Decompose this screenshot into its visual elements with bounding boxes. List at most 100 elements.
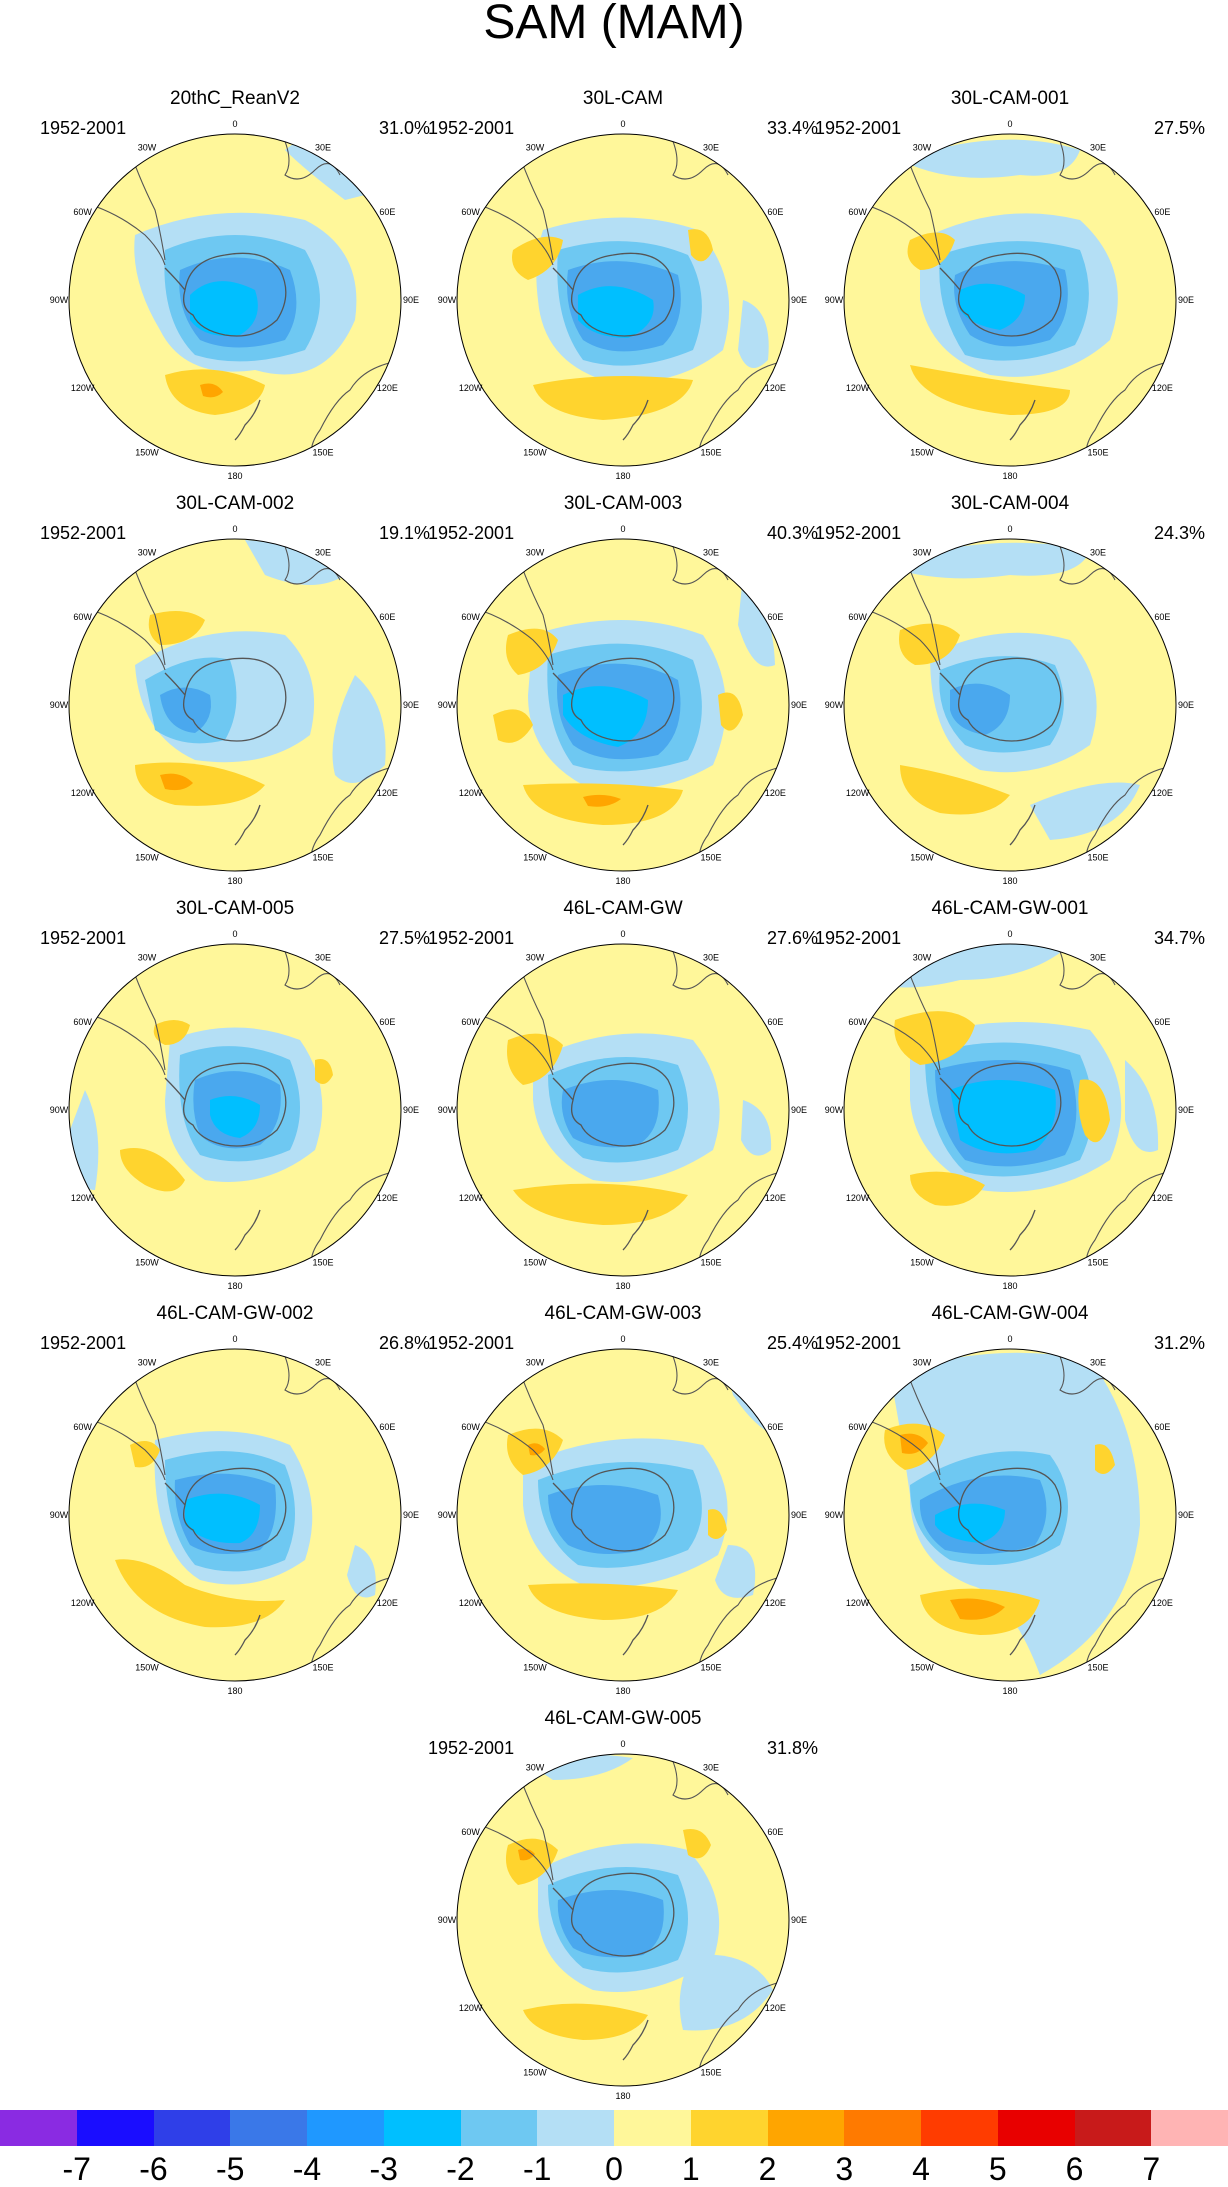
longitude-label: 30E: [703, 548, 719, 558]
longitude-label: 60W: [848, 1017, 867, 1027]
longitude-label: 180: [615, 1686, 630, 1696]
longitude-label: 30E: [315, 143, 331, 153]
map-boundary: [456, 943, 790, 1277]
longitude-label: 0: [1007, 524, 1012, 534]
negative-anomaly-contour: [860, 944, 1070, 988]
panel-percent: 33.4%: [766, 118, 818, 138]
longitude-label: 150W: [910, 852, 934, 862]
longitude-label: 120E: [377, 1193, 398, 1203]
panel-title: 46L-CAM-GW-004: [931, 1303, 1089, 1324]
longitude-label: 90W: [825, 700, 844, 710]
longitude-label: 30E: [703, 953, 719, 963]
longitude-label: 0: [232, 1334, 237, 1344]
panel-percent: 27.6%: [766, 928, 818, 948]
longitude-label: 60W: [848, 1422, 867, 1432]
longitude-label: 0: [620, 1334, 625, 1344]
negative-anomaly-contour: [741, 1100, 772, 1156]
new-zealand-coastline: [1009, 1614, 1036, 1656]
positive-anomaly-contour: [513, 1183, 688, 1225]
positive-anomaly-contour: [899, 623, 960, 665]
map-panel: 46L-CAM-GW-001 1952-2001 34.7% 0 30E 60E 90E 12…: [815, 898, 1205, 1298]
longitude-label: 120E: [1152, 383, 1173, 393]
colorbar-label: 7: [1142, 2151, 1161, 2187]
polar-map: 0 30E 60E 90E 120E 150E 180 150W 120W 90W 60W 30W: [438, 1739, 807, 2101]
panel-title: 46L-CAM-GW: [563, 898, 683, 919]
positive-anomaly-contour: [130, 1441, 160, 1468]
longitude-label: 150W: [523, 852, 547, 862]
longitude-label: 150E: [1087, 1662, 1108, 1672]
negative-anomaly-contour: [548, 1485, 661, 1554]
colorbar-label: 1: [681, 2151, 700, 2187]
negative-anomaly-contour: [679, 1954, 773, 2031]
polar-map: 0 30E 60E 90E 120E 150E 180 150W 120W 90W 60W 30W: [438, 1334, 807, 1696]
longitude-label: 60E: [1154, 1422, 1170, 1432]
map-panel: 30L-CAM-005 1952-2001 27.5% 0 30E 60E 90E 120E 1…: [40, 898, 430, 1298]
longitude-label: 30W: [913, 548, 932, 558]
longitude-label: 30E: [703, 1763, 719, 1773]
new-zealand-coastline: [1009, 399, 1036, 441]
longitude-label: 150E: [700, 2067, 721, 2077]
longitude-label: 180: [1002, 1686, 1017, 1696]
negative-anomaly-contour: [935, 1503, 1005, 1543]
longitude-label: 60E: [379, 1017, 395, 1027]
longitude-label: 30W: [138, 548, 157, 558]
positive-anomaly-contour: [718, 692, 743, 731]
africa-coastline: [279, 944, 341, 990]
longitude-label: 30E: [1090, 143, 1106, 153]
colorbar-label: -3: [369, 2151, 398, 2187]
panel-percent: 31.8%: [766, 1738, 818, 1758]
colorbar-label: -7: [62, 2151, 91, 2187]
antarctica-coastline: [552, 657, 675, 742]
longitude-label: 60W: [461, 1827, 480, 1837]
longitude-label: 120E: [765, 1193, 786, 1203]
panel-title: 30L-CAM: [582, 88, 664, 109]
longitude-label: 30W: [913, 953, 932, 963]
longitude-label: 60E: [767, 1827, 783, 1837]
longitude-label: 150E: [1087, 852, 1108, 862]
new-zealand-coastline: [622, 804, 649, 846]
africa-coastline: [1054, 944, 1116, 990]
panel-years: 1952-2001: [815, 1333, 902, 1353]
panel-years: 1952-2001: [428, 1738, 515, 1758]
longitude-label: 180: [615, 471, 630, 481]
longitude-label: 120E: [377, 1598, 398, 1608]
longitude-label: 90W: [50, 295, 69, 305]
longitude-label: 30W: [526, 953, 545, 963]
longitude-label: 30W: [526, 143, 545, 153]
longitude-label: 0: [1007, 929, 1012, 939]
longitude-label: 0: [620, 524, 625, 534]
positive-anomaly-contour: [115, 1559, 285, 1628]
longitude-label: 60W: [461, 207, 480, 217]
negative-anomaly-contour: [950, 1080, 1056, 1154]
longitude-label: 180: [227, 1281, 242, 1291]
longitude-label: 30E: [315, 953, 331, 963]
longitude-label: 60E: [1154, 1017, 1170, 1027]
panel-years: 1952-2001: [428, 1333, 515, 1353]
longitude-label: 180: [227, 471, 242, 481]
colorbar-swatch: [690, 2110, 768, 2146]
new-zealand-coastline: [234, 804, 261, 846]
negative-anomaly-contour: [190, 281, 258, 336]
negative-anomaly-contour: [960, 283, 1025, 330]
longitude-label: 150W: [135, 447, 159, 457]
colorbar-label: -1: [523, 2151, 552, 2187]
positive-anomaly-contour: [505, 628, 558, 675]
africa-coastline: [279, 539, 341, 585]
map-boundary: [68, 133, 402, 467]
longitude-label: 0: [232, 929, 237, 939]
longitude-label: 30E: [703, 1358, 719, 1368]
panel-years: 1952-2001: [40, 523, 127, 543]
colorbar-swatch: [767, 2110, 845, 2146]
panel-percent: 31.2%: [1153, 1333, 1205, 1353]
colorbar-swatch: [997, 2110, 1075, 2146]
longitude-label: 120W: [459, 1598, 483, 1608]
longitude-label: 120W: [846, 383, 870, 393]
longitude-label: 90W: [438, 1105, 457, 1115]
map-panel: 30L-CAM-004 1952-2001 24.3% 0 30E 60E 90E 120E 1…: [815, 493, 1205, 893]
longitude-label: 90W: [438, 295, 457, 305]
map-panel: 46L-CAM-GW-003 1952-2001 25.4% 0 30E 60E 90E 12…: [428, 1303, 818, 1703]
positive-anomaly-contour: [583, 794, 621, 807]
africa-coastline: [667, 944, 729, 990]
colorbar-swatch: [921, 2110, 999, 2146]
longitude-label: 150E: [1087, 447, 1108, 457]
